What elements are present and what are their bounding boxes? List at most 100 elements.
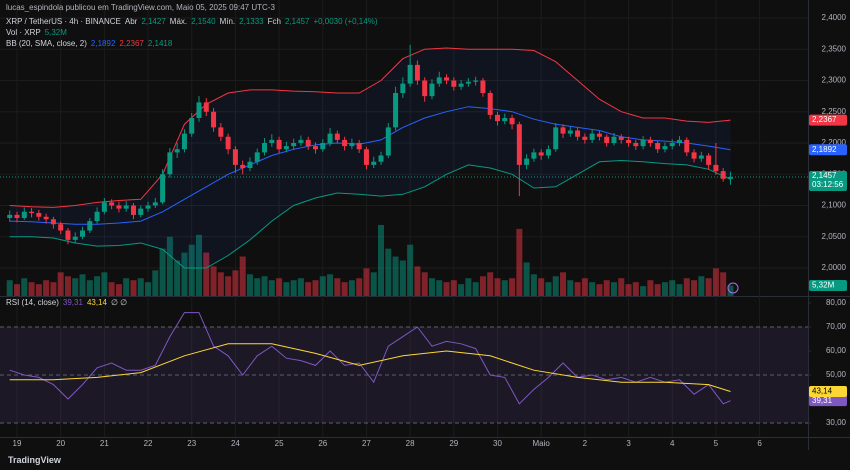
- candle-body: [145, 205, 151, 209]
- volume-bar: [727, 285, 734, 296]
- x-tick-label: 27: [362, 439, 371, 448]
- candle-body: [589, 133, 595, 140]
- candle-body: [276, 139, 282, 150]
- candle-body: [596, 133, 602, 137]
- countdown: 03:12:56: [812, 180, 844, 189]
- volume-bar: [43, 280, 50, 296]
- x-tick-label: Maio: [533, 439, 551, 448]
- candle-body: [94, 211, 100, 222]
- candle-body: [531, 152, 537, 159]
- volume-bar: [64, 276, 71, 296]
- candle-body: [640, 139, 646, 147]
- candle-body: [7, 214, 13, 218]
- info-value: 2,1333: [239, 17, 264, 26]
- volume-last-label: 5,32M: [812, 281, 835, 290]
- candle-body: [582, 136, 588, 140]
- candle-body: [138, 208, 144, 215]
- candle-body: [254, 152, 260, 162]
- volume-bar: [603, 280, 610, 296]
- candle-body: [691, 152, 697, 159]
- volume-bar: [203, 252, 210, 296]
- candle-body: [524, 158, 530, 165]
- candle-body: [211, 111, 217, 128]
- volume-bar: [217, 272, 224, 296]
- volume-bar: [290, 280, 297, 296]
- volume-bar: [625, 284, 632, 296]
- volume-bar: [363, 268, 370, 296]
- y-tick-label: 2,0500: [822, 232, 847, 241]
- candle-body: [58, 224, 64, 231]
- bb-last-label-box: [809, 114, 847, 126]
- volume-bar: [691, 280, 698, 296]
- x-tick-label: 26: [318, 439, 327, 448]
- candle-body: [334, 133, 340, 140]
- bb-line: [9, 106, 731, 225]
- volume-bar: [530, 274, 537, 296]
- y-tick-label: 2,2500: [822, 107, 847, 116]
- candle-body: [655, 143, 661, 150]
- candle-body: [618, 136, 624, 140]
- candle-body: [269, 139, 275, 143]
- volume-bar: [232, 270, 239, 296]
- info-label: Fch: [267, 17, 281, 26]
- x-tick-label: 19: [13, 439, 22, 448]
- volume-bar: [392, 256, 399, 296]
- volume-bar: [683, 278, 690, 296]
- volume-bar: [130, 280, 137, 296]
- volume-bar: [610, 282, 617, 296]
- candle-body: [604, 136, 610, 143]
- y-tick-label: 70,00: [826, 322, 847, 331]
- x-tick-label: 30: [493, 439, 502, 448]
- change: +0,0030 (+0,14%): [313, 17, 378, 26]
- volume-bar: [654, 284, 661, 296]
- candle-body: [29, 211, 35, 213]
- y-tick-label: 2,3500: [822, 44, 847, 53]
- volume-bar: [640, 286, 647, 296]
- volume-bar: [334, 278, 341, 296]
- volume-bar: [86, 280, 93, 296]
- candle-body: [494, 114, 500, 122]
- volume-bar: [443, 282, 450, 296]
- volume-bar: [399, 260, 406, 296]
- volume-bar: [698, 276, 705, 296]
- volume-bar: [560, 272, 567, 296]
- candle-body: [473, 80, 479, 82]
- candle-body: [43, 216, 49, 220]
- volume-bar: [414, 266, 421, 296]
- volume-bar: [137, 278, 144, 296]
- volume-bar: [538, 278, 545, 296]
- x-tick-label: 23: [187, 439, 196, 448]
- x-tick-label: 2: [583, 439, 588, 448]
- candle-body: [429, 83, 435, 97]
- candle-body: [436, 77, 442, 84]
- candle-body: [327, 133, 333, 143]
- candle-body: [545, 149, 551, 156]
- volume-bar: [297, 278, 304, 296]
- volume-bar: [239, 256, 246, 296]
- rsi-last-label: 43,14: [812, 387, 833, 396]
- volume-bar: [57, 272, 64, 296]
- bb-row: BB (20, SMA, close, 2) 2,1892 2,2367 2,1418: [6, 39, 176, 48]
- rsi-extra: ∅ ∅: [110, 298, 128, 307]
- candle-body: [116, 205, 122, 209]
- volume-bar: [428, 278, 435, 296]
- candle-body: [181, 133, 187, 150]
- rsi-row: RSI (14, close) 39,31 43,14 ∅ ∅: [6, 298, 131, 307]
- volume-bar: [618, 278, 625, 296]
- volume-bar: [13, 284, 20, 296]
- candle-body: [669, 143, 675, 147]
- y-tick-label: 60,00: [826, 346, 847, 355]
- candle-body: [647, 139, 653, 143]
- x-tick-label: 25: [275, 439, 284, 448]
- candle-body: [123, 205, 129, 209]
- candle-body: [458, 83, 464, 87]
- candle-body: [283, 146, 289, 150]
- volume-bar: [101, 272, 108, 296]
- x-tick-label: 6: [757, 439, 762, 448]
- volume-bar: [356, 278, 363, 296]
- candle-body: [72, 236, 78, 240]
- volume-bar: [319, 276, 326, 296]
- volume-bar: [581, 278, 588, 296]
- candle-body: [611, 136, 617, 143]
- volume-bar: [632, 282, 639, 296]
